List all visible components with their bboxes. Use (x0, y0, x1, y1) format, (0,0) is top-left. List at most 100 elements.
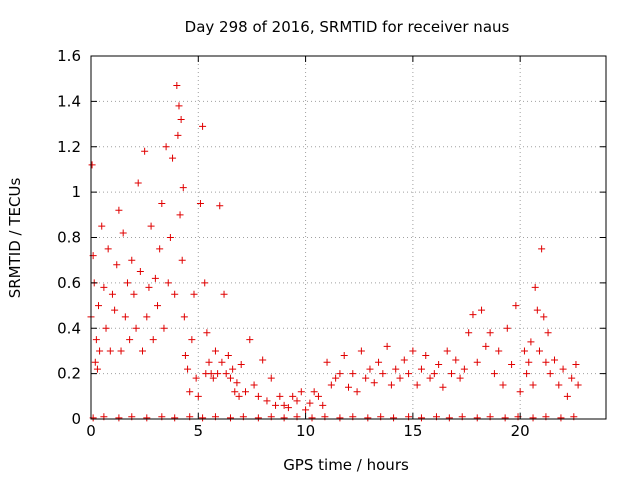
axis-ticks (90, 55, 606, 420)
data-point (267, 374, 275, 382)
data-point (246, 336, 254, 344)
data-point (327, 381, 335, 389)
data-point (280, 414, 288, 422)
data-point (171, 290, 179, 298)
data-point (525, 358, 533, 366)
data-point (272, 401, 280, 409)
data-point (516, 388, 524, 396)
data-point (542, 358, 550, 366)
data-point (314, 392, 322, 400)
data-point (469, 311, 477, 319)
data-point (188, 336, 196, 344)
data-point (364, 414, 372, 422)
data-point (242, 388, 249, 396)
data-point (448, 370, 455, 378)
data-point (154, 302, 162, 310)
data-point (559, 365, 567, 373)
data-point (310, 388, 318, 396)
data-point (473, 358, 481, 366)
grid-lines (91, 56, 606, 419)
data-point (284, 404, 292, 412)
data-point (237, 361, 245, 369)
data-point (192, 374, 200, 382)
data-point (546, 370, 554, 378)
data-point (164, 279, 172, 287)
data-point (473, 414, 481, 422)
y-axis-label: SRMTID / TECUs (6, 178, 24, 299)
data-point (205, 358, 213, 366)
data-point (400, 356, 408, 364)
data-point (160, 324, 168, 332)
data-point (95, 302, 103, 310)
data-point (226, 414, 234, 422)
data-point (460, 365, 468, 373)
data-point (203, 329, 211, 337)
data-point (96, 347, 104, 355)
data-point (409, 347, 417, 355)
data-point (233, 379, 241, 387)
data-point (171, 414, 179, 422)
data-point (226, 374, 234, 382)
data-point (336, 414, 344, 422)
data-point (340, 351, 348, 359)
data-point (93, 365, 101, 373)
data-point (520, 347, 528, 355)
data-point (224, 351, 232, 359)
data-point (104, 245, 112, 253)
data-point (180, 313, 188, 321)
x-tick-label: 5 (194, 422, 204, 440)
data-point (572, 361, 580, 369)
data-point (508, 361, 516, 369)
data-point (145, 283, 153, 291)
data-point (121, 313, 129, 321)
data-point (115, 414, 123, 422)
x-tick-labels: 0 5 10 15 20 (86, 422, 529, 440)
data-point (92, 336, 100, 344)
data-point (482, 342, 490, 350)
data-point (276, 392, 284, 400)
data-point (147, 222, 155, 230)
data-point (568, 374, 576, 382)
data-point (98, 222, 106, 230)
data-point (162, 143, 170, 151)
data-point (151, 274, 159, 282)
data-point (531, 283, 539, 291)
data-point (499, 381, 507, 389)
data-point (332, 374, 340, 382)
data-point (190, 290, 198, 298)
y-tick-label: 0.2 (57, 365, 81, 383)
data-point (176, 211, 184, 219)
data-point (158, 199, 166, 207)
data-point (349, 370, 357, 378)
data-point (486, 329, 494, 337)
data-point (259, 356, 267, 364)
data-point (143, 414, 151, 422)
data-point (366, 365, 374, 373)
data-point (207, 370, 215, 378)
data-point (173, 81, 181, 89)
data-point (199, 122, 207, 130)
data-point (452, 356, 460, 364)
data-point (523, 370, 531, 378)
data-point (166, 234, 174, 241)
y-tick-label: 1.2 (57, 138, 81, 156)
data-point (115, 206, 123, 214)
y-tick-labels: 0 0.2 0.4 0.6 0.8 1 1.2 1.4 1.6 (57, 47, 81, 428)
y-tick-label: 0.4 (57, 319, 81, 337)
data-point (220, 290, 228, 298)
data-point (336, 370, 344, 378)
data-point (177, 116, 185, 124)
x-tick-label: 20 (511, 422, 530, 440)
data-point (390, 414, 398, 422)
data-point (214, 370, 222, 378)
data-point (235, 392, 243, 400)
data-point (254, 414, 262, 422)
data-point (465, 329, 473, 337)
data-point (123, 279, 131, 287)
y-tick-label: 1.6 (57, 47, 81, 65)
data-point (263, 397, 271, 405)
data-point (405, 370, 413, 378)
data-point (132, 324, 140, 332)
data-point (100, 283, 108, 291)
